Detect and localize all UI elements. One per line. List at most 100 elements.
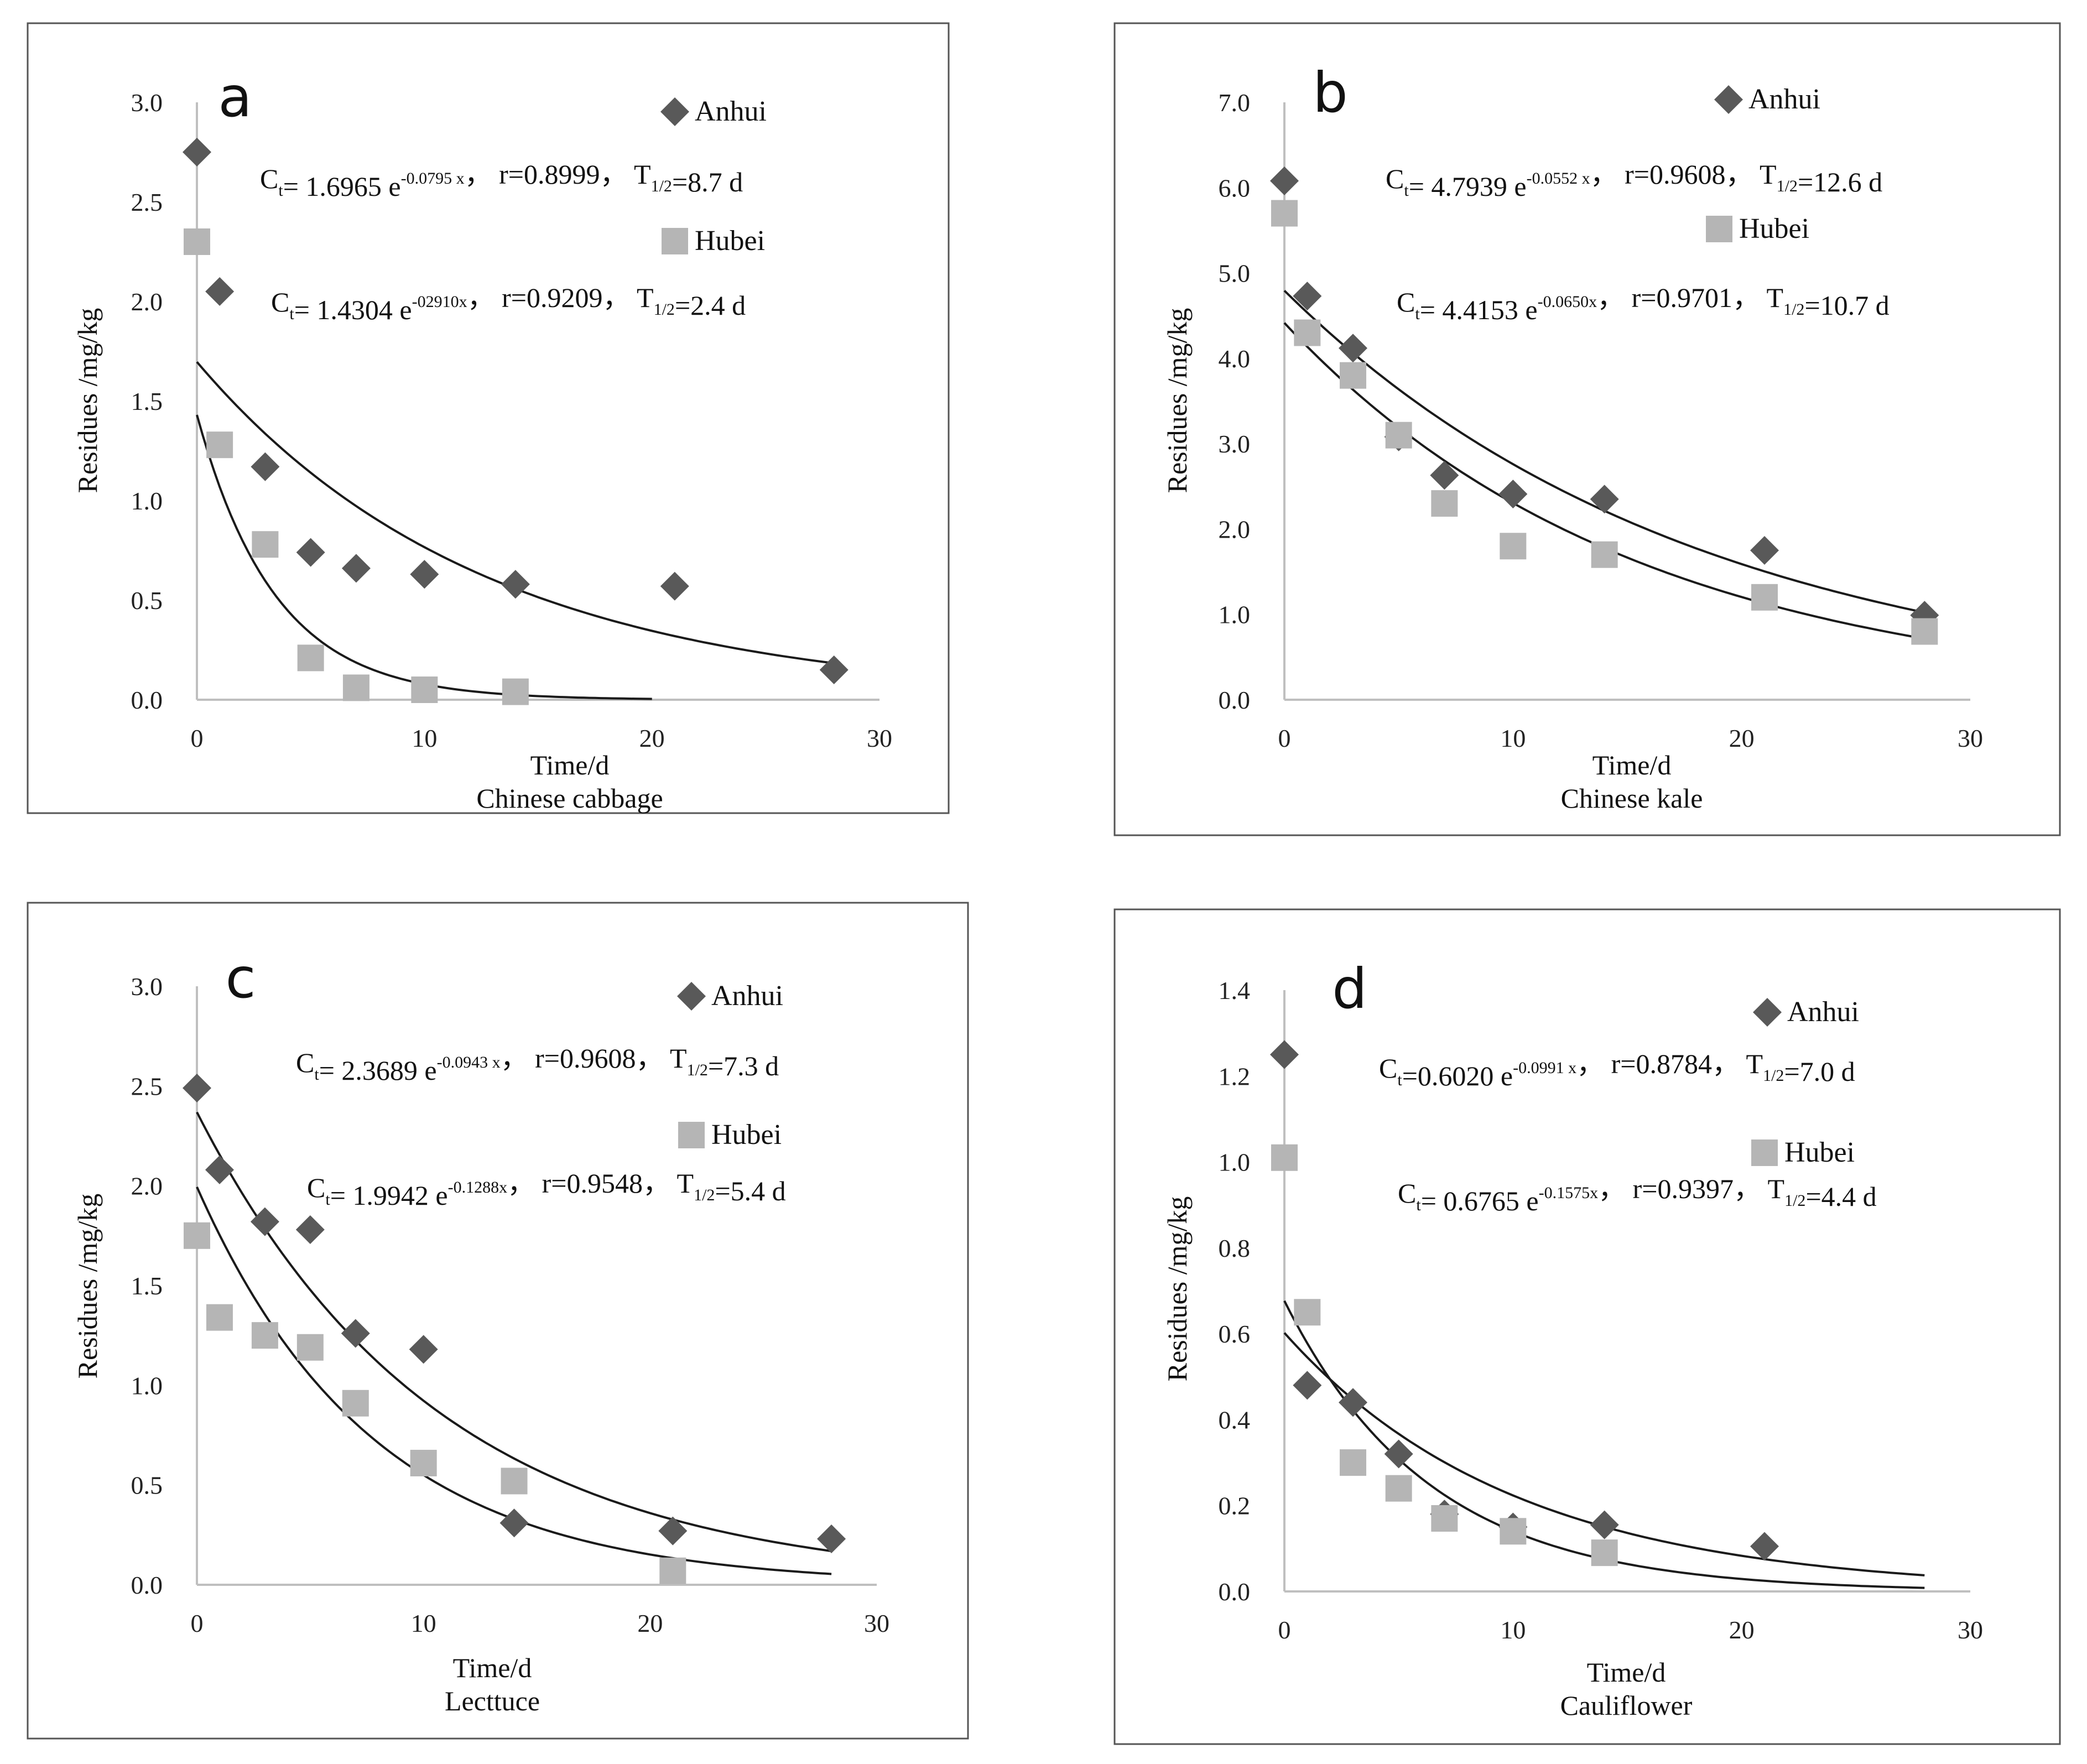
y-tick-label: 3.0: [131, 972, 163, 1001]
crop-label: Cauliflower: [1560, 1690, 1693, 1721]
legend-marker-anhui: [1714, 85, 1743, 114]
data-point-hubei: [206, 431, 233, 459]
data-point-hubei: [1385, 1475, 1412, 1502]
panel-letter: b: [1313, 60, 1347, 125]
data-point-hubei: [1271, 1144, 1298, 1171]
data-point-hubei: [342, 674, 369, 701]
y-tick-label: 1.4: [1219, 976, 1251, 1005]
data-point-anhui: [341, 1319, 370, 1348]
data-point-anhui: [1384, 1439, 1413, 1469]
y-tick-label: 0.5: [131, 586, 163, 615]
legend-label-hubei: Hubei: [695, 225, 765, 257]
x-tick-label: 20: [1729, 724, 1755, 752]
crop-label: Chinese cabbage: [476, 783, 663, 814]
legend-marker-hubei: [662, 228, 688, 254]
y-axis-label: Residues /mg/kg: [1162, 1196, 1193, 1382]
data-point-hubei: [1591, 1539, 1618, 1567]
data-point-hubei: [1385, 422, 1412, 449]
series-hubei: [1271, 1144, 1618, 1567]
data-point-anhui: [1498, 480, 1528, 509]
legend-marker-anhui: [677, 982, 706, 1011]
x-tick-label: 20: [637, 1609, 663, 1637]
data-point-anhui: [1270, 166, 1299, 195]
data-point-hubei: [251, 1322, 278, 1349]
y-tick-label: 0.2: [1219, 1492, 1251, 1520]
data-point-anhui: [819, 655, 849, 684]
data-point-hubei: [1500, 533, 1527, 560]
data-point-anhui: [1339, 334, 1367, 363]
data-point-anhui: [1293, 282, 1322, 311]
x-tick-label: 0: [191, 1609, 204, 1637]
equation-hubei: Ct= 1.4304 e-02910x， r=0.9209， T1/2=2.4 …: [271, 282, 746, 325]
data-point-hubei: [501, 1468, 528, 1495]
legend-label-anhui: Anhui: [1787, 996, 1859, 1028]
data-point-hubei: [184, 1222, 210, 1249]
crop-label: Chinese kale: [1561, 783, 1703, 814]
x-tick-label: 30: [1958, 1616, 1983, 1644]
data-point-anhui: [1590, 485, 1619, 514]
data-point-hubei: [296, 1334, 324, 1361]
legend-label-anhui: Anhui: [695, 96, 767, 127]
legend-marker-hubei: [678, 1122, 705, 1148]
y-tick-label: 2.0: [131, 288, 163, 316]
panel-b: 0.0 1.0 2.0 3.0 4.0 5.0 6.0 7.0 0 10 20 30 Residues …: [1113, 22, 2061, 836]
y-tick-label: 0.0: [131, 686, 163, 714]
x-tick-label: 20: [639, 724, 665, 752]
x-axis-label: Time/d: [1592, 750, 1672, 780]
data-point-anhui: [1339, 1388, 1367, 1417]
data-point-anhui: [296, 538, 325, 567]
x-tick-label: 30: [864, 1609, 889, 1637]
y-tick-label: 2.0: [1219, 515, 1251, 543]
y-tick-label: 2.0: [131, 1172, 163, 1200]
equation-anhui: Ct= 2.3689 e-0.0943 x， r=0.9608， T1/2=7.…: [296, 1043, 779, 1086]
y-tick-label: 1.5: [131, 387, 163, 415]
data-point-anhui: [1293, 1371, 1322, 1400]
y-tick-label: 0.0: [1219, 1578, 1251, 1606]
equation-anhui: Ct= 4.7939 e-0.0552 x， r=0.9608， T1/2=12…: [1386, 159, 1882, 202]
x-axis-label: Time/d: [530, 750, 610, 780]
equation-hubei: Ct= 4.4153 e-0.0650x， r=0.9701， T1/2=10.…: [1397, 282, 1890, 325]
legend-label-hubei: Hubei: [1739, 213, 1809, 244]
data-point-hubei: [297, 644, 324, 672]
data-point-hubei: [1500, 1518, 1527, 1545]
data-point-hubei: [410, 1449, 437, 1476]
x-tick-label: 0: [1278, 724, 1291, 752]
y-tick-label: 0.4: [1219, 1406, 1251, 1434]
data-point-anhui: [1590, 1510, 1619, 1539]
data-point-anhui: [817, 1524, 846, 1554]
y-tick-label: 3.0: [131, 89, 163, 117]
x-tick-label: 10: [411, 1609, 436, 1637]
data-point-anhui: [295, 1215, 325, 1245]
y-tick-label: 0.5: [131, 1471, 163, 1500]
series-hubei: [1271, 200, 1938, 645]
panel-letter: a: [218, 65, 252, 129]
x-tick-label: 10: [412, 724, 437, 752]
data-point-anhui: [205, 1155, 234, 1184]
data-point-anhui: [1750, 536, 1779, 565]
legend-marker-anhui: [1753, 998, 1782, 1027]
data-point-hubei: [1340, 362, 1366, 389]
y-tick-label: 1.2: [1219, 1062, 1251, 1090]
data-point-anhui: [205, 277, 235, 306]
data-point-hubei: [1294, 1299, 1321, 1326]
crop-label: Lecttuce: [445, 1685, 540, 1716]
y-tick-label: 5.0: [1219, 259, 1251, 288]
y-tick-label: 2.5: [131, 1072, 163, 1100]
data-point-hubei: [411, 677, 438, 703]
data-point-hubei: [1911, 618, 1938, 645]
data-point-anhui: [250, 1207, 279, 1236]
y-tick-label: 1.0: [1219, 1148, 1251, 1177]
data-point-hubei: [1294, 319, 1321, 346]
y-tick-label: 1.0: [1219, 601, 1251, 629]
x-tick-label: 10: [1500, 724, 1526, 752]
data-point-anhui: [251, 452, 280, 481]
data-point-hubei: [502, 678, 529, 705]
data-point-anhui: [660, 571, 689, 601]
data-point-hubei: [1271, 200, 1298, 227]
data-point-anhui: [501, 570, 530, 599]
data-point-anhui: [1430, 461, 1459, 490]
y-axis-label: Residues /mg/kg: [72, 308, 103, 493]
legend-marker-hubei: [1751, 1139, 1778, 1166]
legend-label-anhui: Anhui: [1748, 84, 1820, 115]
